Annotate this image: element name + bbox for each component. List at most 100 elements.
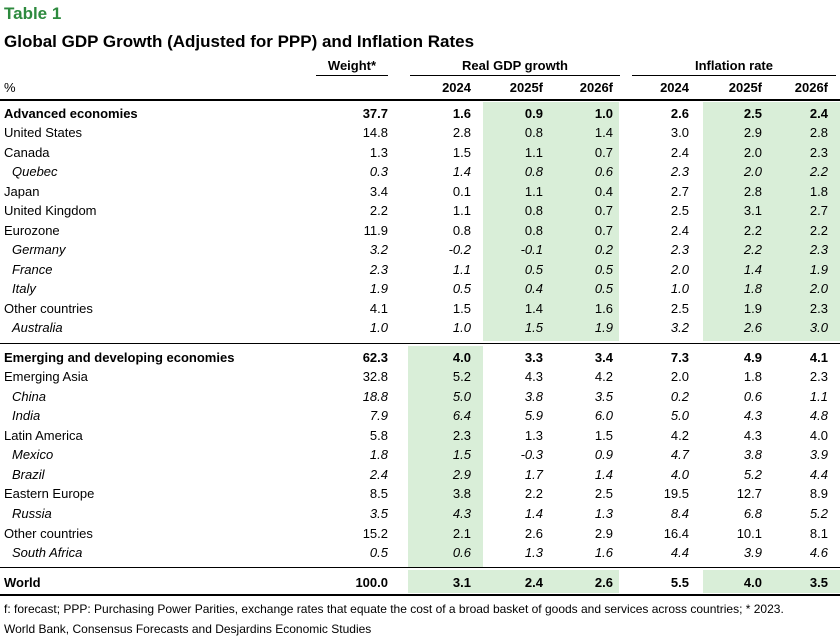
footnote: f: forecast; PPP: Purchasing Power Parit… xyxy=(4,602,784,616)
value-cell: 2.7 xyxy=(670,184,689,199)
value-cell: 0.7 xyxy=(594,223,613,238)
weight-cell: 3.5 xyxy=(369,506,388,521)
value-cell: 4.4 xyxy=(809,467,828,482)
row-label: Italy xyxy=(12,281,36,296)
value-cell: 2.3 xyxy=(809,242,828,257)
value-cell: 1.4 xyxy=(743,262,762,277)
value-cell: 1.4 xyxy=(594,125,613,140)
value-cell: 4.2 xyxy=(670,428,689,443)
table-row: Eurozone 11.9 0.8 0.8 0.7 2.4 2.2 2.2 xyxy=(0,221,840,240)
weight-cell: 2.2 xyxy=(369,203,388,218)
value-cell: -0.3 xyxy=(520,447,543,462)
weight-cell: 7.9 xyxy=(369,408,388,423)
inflation-group-header: Inflation rate xyxy=(694,58,773,73)
table-row: Russia 3.5 4.3 1.4 1.3 8.4 6.8 5.2 xyxy=(0,504,840,523)
value-cell: 4.6 xyxy=(809,545,828,560)
year-header: 2025f xyxy=(728,80,762,95)
source-note: World Bank, Consensus Forecasts and Desj… xyxy=(4,622,372,636)
value-cell: 3.9 xyxy=(743,545,762,560)
value-cell: 1.6 xyxy=(594,301,613,316)
value-cell: 8.9 xyxy=(809,486,828,501)
value-cell: 3.9 xyxy=(809,447,828,462)
value-cell: 0.6 xyxy=(452,545,471,560)
table-row: Japan 3.4 0.1 1.1 0.4 2.7 2.8 1.8 xyxy=(0,182,840,201)
value-cell: 8.1 xyxy=(809,526,828,541)
weight-cell: 32.8 xyxy=(362,369,388,384)
value-cell: 2.3 xyxy=(809,301,828,316)
value-cell: 4.4 xyxy=(670,545,689,560)
value-cell: 0.5 xyxy=(524,262,543,277)
value-cell: 3.3 xyxy=(524,350,543,365)
value-cell: 3.5 xyxy=(594,389,613,404)
table-row: Canada 1.3 1.5 1.1 0.7 2.4 2.0 2.3 xyxy=(0,143,840,162)
table-row: France 2.3 1.1 0.5 0.5 2.0 1.4 1.9 xyxy=(0,260,840,279)
weight-header: Weight* xyxy=(327,58,377,73)
row-label: India xyxy=(12,408,41,423)
value-cell: 2.2 xyxy=(809,164,828,179)
value-cell: 2.6 xyxy=(524,526,543,541)
table-row: Emerging Asia 32.8 5.2 4.3 4.2 2.0 1.8 2.3 xyxy=(0,367,840,386)
table-row: Other countries 4.1 1.5 1.4 1.6 2.5 1.9 2.3 xyxy=(0,299,840,318)
value-cell: 0.5 xyxy=(594,281,613,296)
row-label: China xyxy=(12,389,46,404)
value-cell: 1.1 xyxy=(809,389,828,404)
value-cell: 0.5 xyxy=(452,281,471,296)
value-cell: 1.1 xyxy=(452,262,471,277)
table-row: Brazil 2.4 2.9 1.7 1.4 4.0 5.2 4.4 xyxy=(0,465,840,484)
value-cell: 0.7 xyxy=(594,203,613,218)
value-cell: 1.9 xyxy=(743,301,762,316)
row-label: France xyxy=(12,262,53,277)
value-cell: 1.0 xyxy=(452,320,471,335)
value-cell: 1.3 xyxy=(524,428,543,443)
value-cell: 2.9 xyxy=(594,526,613,541)
table-row: Italy 1.9 0.5 0.4 0.5 1.0 1.8 2.0 xyxy=(0,279,840,298)
value-cell: 0.2 xyxy=(670,389,689,404)
value-cell: 3.8 xyxy=(524,389,543,404)
value-cell: 8.4 xyxy=(670,506,689,521)
value-cell: 3.1 xyxy=(452,575,471,590)
value-cell: 0.8 xyxy=(524,223,543,238)
value-cell: 7.3 xyxy=(670,350,689,365)
weight-cell: 4.1 xyxy=(369,301,388,316)
value-cell: 6.8 xyxy=(743,506,762,521)
table-row: United States 14.8 2.8 0.8 1.4 3.0 2.9 2.8 xyxy=(0,123,840,142)
value-cell: 0.4 xyxy=(524,281,543,296)
table-row: Emerging and developing economies 62.3 4.0… xyxy=(0,348,840,367)
row-label: United Kingdom xyxy=(4,203,97,218)
value-cell: 4.8 xyxy=(809,408,828,423)
value-cell: 5.5 xyxy=(670,575,689,590)
year-header: 2026f xyxy=(794,80,828,95)
value-cell: 5.2 xyxy=(809,506,828,521)
header-rule xyxy=(0,99,840,101)
weight-header-rule xyxy=(316,75,388,76)
weight-cell: 2.3 xyxy=(369,262,388,277)
value-cell: 2.0 xyxy=(743,145,762,160)
inflation-group-rule xyxy=(632,75,836,76)
value-cell: 2.4 xyxy=(809,106,828,121)
value-cell: 4.0 xyxy=(743,575,762,590)
table-row: India 7.9 6.4 5.9 6.0 5.0 4.3 4.8 xyxy=(0,406,840,425)
value-cell: 2.5 xyxy=(594,486,613,501)
value-cell: 2.2 xyxy=(809,223,828,238)
weight-cell: 37.7 xyxy=(362,106,388,121)
row-label: Quebec xyxy=(12,164,58,179)
value-cell: 3.8 xyxy=(452,486,471,501)
value-cell: 3.4 xyxy=(594,350,613,365)
value-cell: 12.7 xyxy=(736,486,762,501)
value-cell: 0.2 xyxy=(594,242,613,257)
highlight-advanced-inflation-forecast xyxy=(703,102,840,341)
table-row: Other countries 15.2 2.1 2.6 2.9 16.4 10.1 8.1 xyxy=(0,524,840,543)
bottom-rule xyxy=(0,594,840,596)
value-cell: 2.1 xyxy=(452,526,471,541)
value-cell: 0.8 xyxy=(452,223,471,238)
value-cell: 1.1 xyxy=(452,203,471,218)
value-cell: 3.5 xyxy=(809,575,828,590)
value-cell: 4.3 xyxy=(452,506,471,521)
value-cell: 2.8 xyxy=(452,125,471,140)
weight-cell: 0.3 xyxy=(369,164,388,179)
weight-cell: 14.8 xyxy=(362,125,388,140)
row-label: Japan xyxy=(4,184,40,199)
value-cell: 2.0 xyxy=(809,281,828,296)
row-label: Latin America xyxy=(4,428,83,443)
value-cell: 2.8 xyxy=(809,125,828,140)
